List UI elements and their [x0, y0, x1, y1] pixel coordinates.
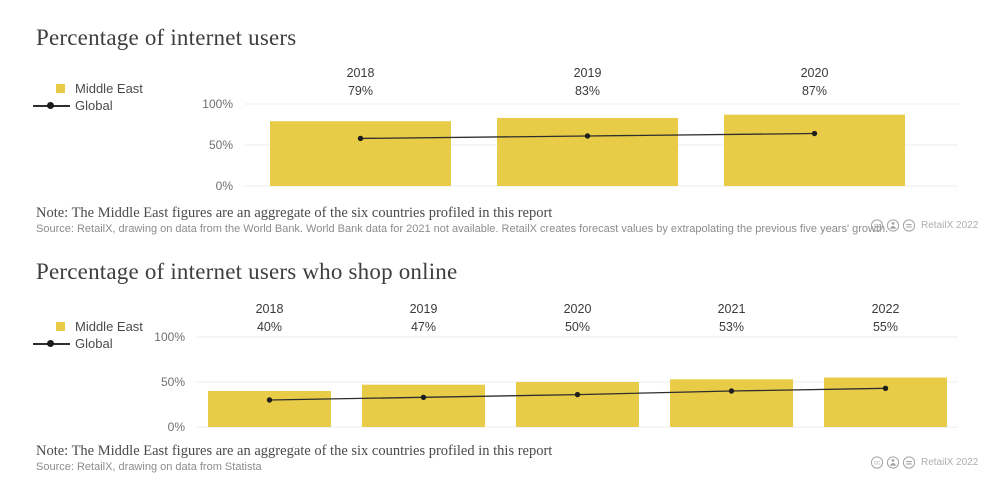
y-axis-tick-label: 0% — [168, 420, 186, 434]
legend-swatch-cell — [33, 339, 75, 347]
bar-2020 — [516, 382, 639, 427]
bar-swatch-icon — [56, 84, 65, 93]
y-axis-tick-label: 100% — [154, 330, 185, 344]
chart1-title: Percentage of internet users — [36, 25, 297, 50]
cc-nd-icon — [902, 456, 916, 469]
cc-by-icon — [886, 456, 900, 469]
cc-license-icons: cc — [870, 456, 916, 469]
credit-text: RetailX 2022 — [921, 220, 979, 231]
year-label-2021: 2021 — [718, 302, 746, 316]
legend-swatch-cell — [33, 84, 75, 93]
bar-2021 — [670, 379, 793, 427]
year-label-2019: 2019 — [574, 66, 602, 80]
cc-by-person-head — [891, 459, 895, 462]
year-label-2018: 2018 — [347, 66, 375, 80]
chart1-credit: cc RetailX 2022 — [870, 218, 978, 233]
value-label-2018: 40% — [257, 320, 282, 334]
line-swatch-icon — [33, 101, 70, 109]
global-line-point — [811, 130, 818, 137]
global-line-point — [266, 397, 273, 403]
y-axis-tick-label: 0% — [216, 179, 234, 193]
cc-nd-bar — [906, 463, 912, 465]
chart2-credit: cc RetailX 2022 — [870, 455, 978, 470]
year-label-2022: 2022 — [872, 302, 900, 316]
cc-by-person-body — [890, 226, 896, 229]
cc-license-icons: cc — [870, 219, 916, 232]
global-line-point — [584, 133, 591, 139]
global-line-point — [357, 135, 364, 142]
y-axis-tick-label: 50% — [209, 138, 233, 152]
global-line-point — [574, 391, 581, 398]
cc-icon — [870, 219, 884, 232]
legend-swatch-cell — [33, 322, 75, 331]
value-label-2022: 55% — [873, 320, 898, 334]
value-label-2019: 47% — [411, 320, 436, 334]
year-label-2020: 2020 — [564, 302, 592, 316]
bar-2019 — [362, 384, 485, 427]
global-line-point — [420, 394, 427, 400]
chart1-note: Note: The Middle East figures are an agg… — [36, 205, 553, 221]
chart2-title: Percentage of internet users who shop on… — [36, 259, 458, 284]
value-label-2019: 83% — [575, 84, 600, 98]
chart1-legend: Middle East Global — [33, 80, 213, 114]
bar-2020 — [724, 114, 905, 186]
y-axis-tick-label: 50% — [161, 375, 185, 389]
cc-nd-bar — [906, 461, 912, 463]
legend-item-middle-east: Middle East — [33, 318, 213, 335]
value-label-2020: 50% — [565, 320, 590, 334]
chart2-source: Source: RetailX, drawing on data from St… — [36, 461, 262, 473]
legend-swatch-cell — [33, 101, 75, 109]
bar-2018 — [208, 391, 331, 427]
global-line-point — [882, 385, 889, 391]
cc-icon — [870, 456, 884, 469]
year-label-2018: 2018 — [256, 302, 284, 316]
legend-item-global: Global — [33, 97, 213, 114]
cc-by-icon — [886, 219, 900, 232]
chart1-source: Source: RetailX, drawing on data from th… — [36, 223, 889, 235]
global-line-point — [728, 388, 735, 394]
credit-text: RetailX 2022 — [921, 457, 979, 468]
year-label-2019: 2019 — [410, 302, 438, 316]
cc-glyph: cc — [874, 224, 880, 230]
legend-label-middle-east: Middle East — [75, 81, 143, 96]
legend-item-middle-east: Middle East — [33, 80, 213, 97]
year-label-2020: 2020 — [801, 66, 829, 80]
legend-item-global: Global — [33, 335, 213, 352]
cc-by-person-body — [890, 463, 896, 466]
cc-glyph: cc — [874, 461, 880, 467]
cc-nd-icon — [902, 219, 916, 232]
value-label-2018: 79% — [348, 84, 373, 98]
bar-2022 — [824, 377, 947, 427]
line-swatch-icon — [33, 339, 70, 347]
chart2-legend: Middle East Global — [33, 318, 213, 352]
legend-label-middle-east: Middle East — [75, 319, 143, 334]
bar-2018 — [270, 121, 451, 186]
bar-swatch-icon — [56, 322, 65, 331]
cc-by-person-head — [891, 222, 895, 225]
legend-label-global: Global — [75, 336, 113, 351]
bar-2019 — [497, 117, 678, 186]
cc-nd-bar — [906, 224, 912, 226]
value-label-2021: 53% — [719, 320, 744, 334]
chart2-note: Note: The Middle East figures are an agg… — [36, 443, 553, 459]
legend-label-global: Global — [75, 98, 113, 113]
cc-nd-bar — [906, 226, 912, 228]
value-label-2020: 87% — [802, 84, 827, 98]
y-axis-tick-label: 100% — [202, 97, 233, 111]
